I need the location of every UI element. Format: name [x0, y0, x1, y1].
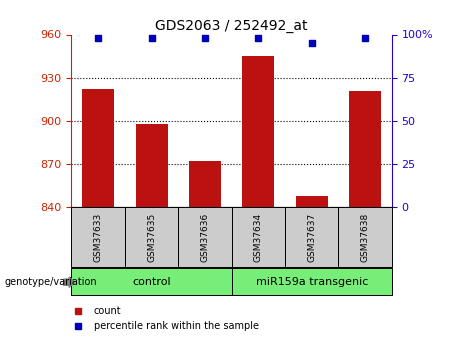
Point	[148, 35, 155, 41]
FancyArrow shape	[64, 277, 75, 287]
Bar	[71, 268, 231, 295]
Bar	[71, 207, 125, 267]
Text: GSM37633: GSM37633	[94, 213, 103, 262]
Bar	[231, 268, 392, 295]
Text: GSM37638: GSM37638	[361, 213, 370, 262]
Point	[95, 35, 102, 41]
Point	[308, 40, 315, 46]
Text: count: count	[94, 306, 122, 315]
Point	[201, 35, 209, 41]
Text: GSM37637: GSM37637	[307, 213, 316, 262]
Bar	[189, 161, 221, 207]
Bar	[338, 207, 392, 267]
Bar	[82, 89, 114, 207]
Point	[254, 35, 262, 41]
Point	[361, 35, 369, 41]
Text: miR159a transgenic: miR159a transgenic	[255, 277, 368, 286]
Text: genotype/variation: genotype/variation	[5, 277, 97, 287]
Text: GSM37635: GSM37635	[147, 213, 156, 262]
Title: GDS2063 / 252492_at: GDS2063 / 252492_at	[155, 19, 308, 33]
Bar	[231, 207, 285, 267]
Bar	[178, 207, 231, 267]
Text: control: control	[132, 277, 171, 286]
Text: percentile rank within the sample: percentile rank within the sample	[94, 321, 259, 331]
Bar	[136, 124, 167, 207]
Bar	[285, 207, 338, 267]
Bar	[125, 207, 178, 267]
Bar	[296, 196, 328, 207]
Bar	[349, 90, 381, 207]
Text: GSM37636: GSM37636	[201, 213, 209, 262]
Text: GSM37634: GSM37634	[254, 213, 263, 262]
Bar	[242, 56, 274, 207]
